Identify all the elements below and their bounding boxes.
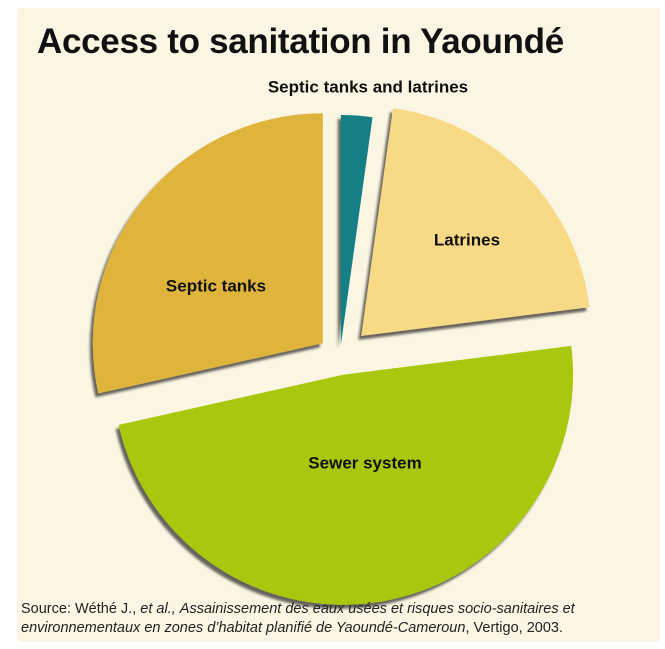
slice-label-latrines: Latrines	[434, 230, 500, 249]
source-etal: et al.,	[140, 601, 176, 617]
slice-label-septic-tanks-and-latrines: Septic tanks and latrines	[268, 77, 468, 96]
source-work-title: Assainissement des eaux usées et risques…	[21, 601, 575, 636]
source-suffix: , Vertigo, 2003.	[465, 620, 563, 636]
pie-slice-septic-tanks	[92, 113, 323, 394]
source-note: Source: Wéthé J., et al., Assainissement…	[21, 600, 661, 638]
pie-slice-latrines	[361, 108, 590, 336]
pie-slice-sewer-system	[118, 345, 574, 605]
pie-slice-septic-tanks-and-latrines	[340, 115, 373, 346]
chart-title: Access to sanitation in Yaoundé	[37, 22, 564, 61]
source-prefix: Source: Wéthé J.,	[21, 601, 141, 617]
slice-label-sewer-system: Sewer system	[308, 453, 421, 472]
slice-label-septic-tanks: Septic tanks	[166, 276, 266, 295]
